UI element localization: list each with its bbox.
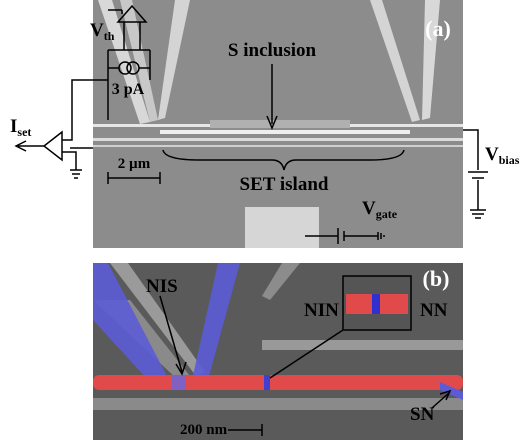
s-inclusion-label: S inclusion [228, 40, 317, 61]
gate [245, 207, 319, 248]
label-part: I [10, 116, 17, 137]
i-set-label: Iset [10, 116, 31, 139]
label-part: V [90, 20, 104, 41]
set-island-label: SET island [240, 174, 329, 195]
panel-a: 2 µm SET island S inclusion (a) [93, 0, 463, 248]
junction [264, 375, 270, 390]
label-part: th [104, 29, 115, 43]
junction [172, 375, 186, 390]
panel-label: (a) [425, 16, 451, 41]
film [262, 340, 463, 350]
panel-b: NIS NIN NN SN (b) 200 nm [93, 263, 463, 440]
scale-label: 2 µm [118, 156, 151, 172]
wire-red [93, 375, 463, 390]
inset-junction [372, 294, 380, 314]
panel-label: (b) [423, 266, 450, 291]
label-part: bias [499, 153, 520, 167]
figure: 2 µm SET island S inclusion (a) Vth 3 pA… [0, 0, 522, 444]
label-part: gate [376, 207, 398, 221]
film [93, 145, 463, 147]
nis-label: NIS [146, 276, 178, 297]
scale-label: 200 nm [180, 422, 228, 438]
sn-label: SN [410, 404, 435, 425]
nin-label: NIN [304, 300, 339, 321]
film [93, 398, 463, 410]
film [160, 130, 410, 134]
film [93, 138, 463, 141]
label-part: V [485, 144, 499, 165]
ammeter [44, 132, 93, 178]
nn-label: NN [420, 300, 448, 321]
label-part: V [362, 198, 376, 219]
v-bias-label: Vbias [485, 144, 520, 167]
film [210, 120, 350, 128]
label-part: set [17, 125, 31, 139]
current-label: 3 pA [112, 81, 145, 98]
arrow [16, 141, 44, 151]
